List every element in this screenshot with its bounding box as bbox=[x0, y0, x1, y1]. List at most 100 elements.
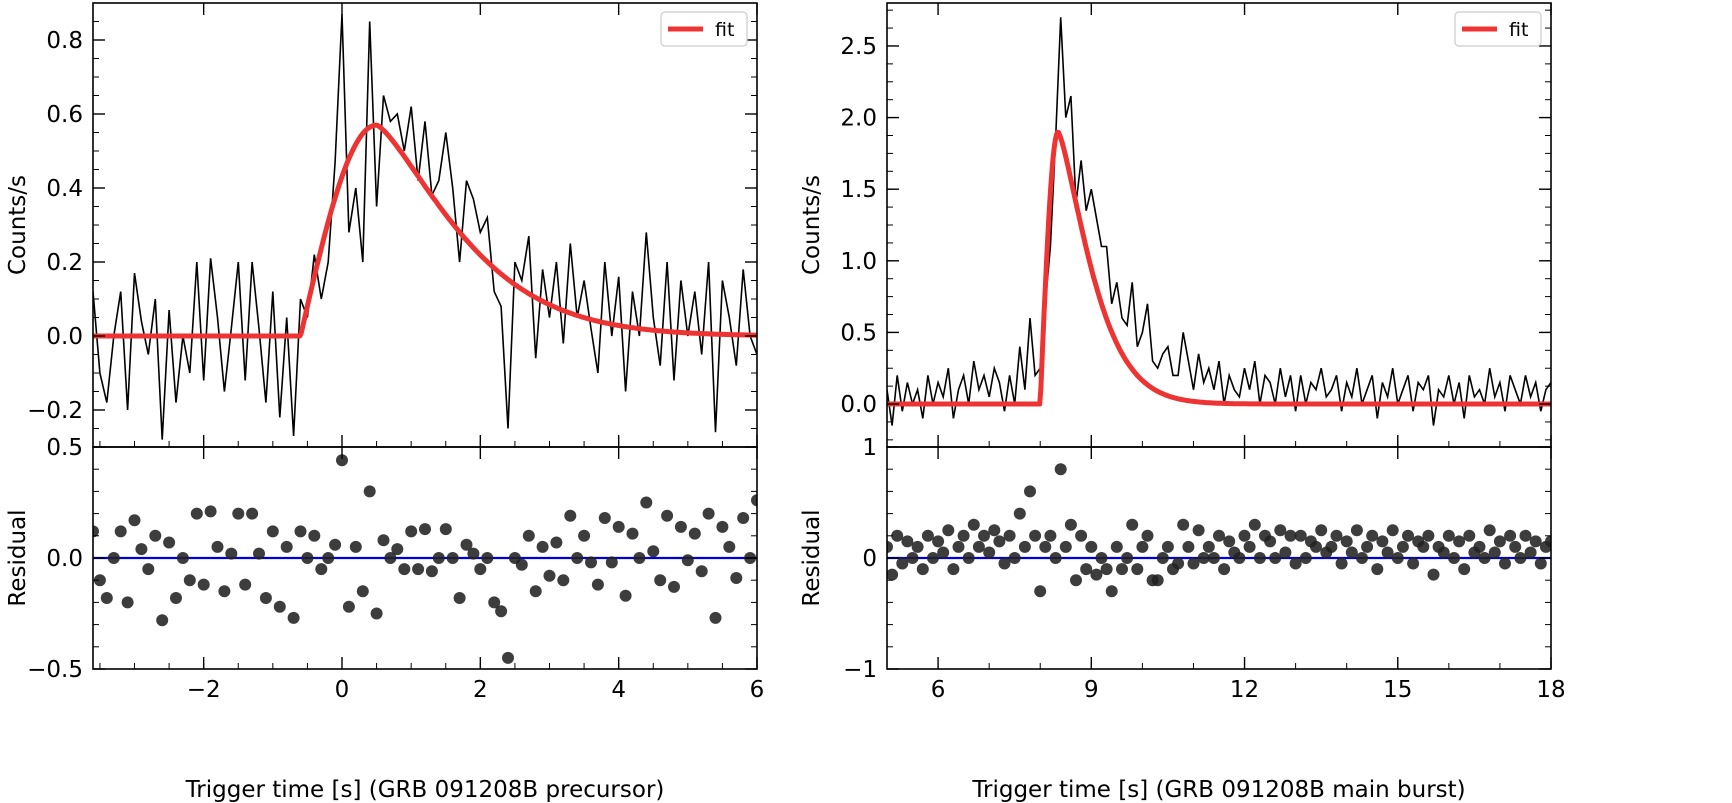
residual-point bbox=[1509, 540, 1522, 553]
residual-point bbox=[1371, 563, 1384, 576]
residual-point bbox=[481, 552, 494, 564]
residual-point bbox=[197, 578, 210, 591]
bottom-axes: −1 0 1 6 9 12 15 18 Residual Trigger time [s] (GR… bbox=[799, 435, 1566, 803]
residual-point bbox=[467, 547, 480, 560]
residual-point bbox=[681, 554, 694, 567]
residual-point bbox=[619, 589, 632, 602]
residual-point bbox=[391, 543, 404, 556]
residual-point bbox=[1126, 518, 1139, 531]
residual-point bbox=[114, 525, 127, 538]
legend-box bbox=[1454, 11, 1542, 47]
residual-point bbox=[253, 547, 265, 560]
residual-point bbox=[1483, 524, 1496, 537]
residual-point bbox=[419, 523, 431, 536]
residual-point bbox=[405, 525, 418, 538]
fit-curve bbox=[887, 129, 1551, 407]
residual-point bbox=[972, 540, 985, 553]
residual-point bbox=[1499, 557, 1511, 570]
residual-point bbox=[640, 496, 653, 509]
residual-point bbox=[474, 563, 487, 576]
residual-point bbox=[1274, 524, 1287, 537]
residual-point bbox=[695, 565, 708, 578]
residual-point bbox=[1391, 552, 1404, 564]
residual-point bbox=[550, 536, 563, 549]
residual-point bbox=[891, 529, 904, 542]
top-axes: −0.2 0.0 0.2 0.4 0.6 0.8 Counts/s fit bbox=[5, 2, 758, 448]
residual-point bbox=[1121, 552, 1134, 564]
residual-point bbox=[1202, 540, 1215, 553]
residual-point bbox=[1018, 540, 1031, 553]
residual-point bbox=[1376, 535, 1389, 548]
residual-point bbox=[1366, 529, 1379, 542]
residual-point bbox=[273, 600, 286, 613]
legend-box bbox=[660, 11, 748, 47]
legend-label: fit bbox=[715, 19, 734, 41]
residual-point bbox=[668, 580, 680, 593]
residual-point bbox=[121, 596, 134, 609]
legend: fit bbox=[660, 11, 748, 47]
residual-point bbox=[1059, 540, 1072, 553]
residual-point bbox=[342, 600, 355, 613]
residual-point bbox=[107, 552, 120, 564]
residual-point bbox=[942, 524, 955, 537]
residual-point bbox=[564, 509, 577, 522]
y-tick-label: 2.5 bbox=[840, 34, 877, 60]
residual-point bbox=[702, 507, 715, 520]
residual-point bbox=[957, 529, 970, 542]
residual-point bbox=[515, 558, 528, 571]
residual-point bbox=[1361, 540, 1374, 553]
residual-point bbox=[937, 546, 950, 559]
residual-point bbox=[737, 512, 750, 524]
residual-point bbox=[585, 556, 597, 569]
residual-point bbox=[1110, 540, 1123, 553]
y-axis-label: Residual bbox=[799, 509, 825, 606]
y-tick-label: −1 bbox=[843, 657, 877, 683]
residual-point bbox=[1100, 563, 1113, 576]
residual-point bbox=[921, 529, 934, 542]
top-frame bbox=[92, 2, 758, 448]
residual-point bbox=[1473, 540, 1486, 553]
residual-point bbox=[1029, 529, 1042, 542]
residual-point bbox=[901, 535, 914, 548]
residual-point bbox=[439, 523, 452, 536]
residual-point bbox=[1197, 552, 1210, 564]
residual-point bbox=[647, 545, 660, 558]
residual-point bbox=[1310, 540, 1322, 553]
residual-points bbox=[887, 463, 1551, 598]
residual-point bbox=[156, 614, 169, 627]
x-tick-label: 15 bbox=[1383, 677, 1412, 703]
residual-point bbox=[1024, 485, 1036, 498]
y-tick-label: 0.2 bbox=[46, 250, 83, 276]
bottom-axes: −0.5 0.0 0.5 −2 0 2 4 6 Residual Trigger time [s]… bbox=[5, 435, 764, 803]
residual-point bbox=[978, 529, 990, 542]
residual-point bbox=[1070, 574, 1082, 587]
residual-point bbox=[1223, 535, 1236, 548]
residual-point bbox=[128, 514, 141, 527]
residual-point bbox=[1284, 529, 1297, 542]
residual-point bbox=[932, 535, 945, 548]
residual-point bbox=[1315, 524, 1328, 537]
residual-point bbox=[280, 540, 293, 553]
residual-point bbox=[163, 536, 176, 549]
residual-point bbox=[349, 540, 362, 553]
residual-point bbox=[529, 585, 542, 598]
residual-point bbox=[1248, 518, 1261, 531]
residual-point bbox=[952, 540, 965, 553]
residual-point bbox=[1090, 568, 1103, 581]
residual-point bbox=[591, 578, 604, 591]
residual-point bbox=[578, 529, 591, 542]
residual-point bbox=[502, 651, 514, 664]
y-tick-label: 1.0 bbox=[840, 249, 877, 275]
data-line bbox=[887, 17, 1551, 426]
legend-label: fit bbox=[1509, 19, 1528, 41]
x-tick-label: 9 bbox=[1084, 677, 1099, 703]
residual-point bbox=[1488, 546, 1501, 559]
residual-point bbox=[1381, 546, 1394, 559]
residual-point bbox=[543, 569, 556, 582]
residual-point bbox=[460, 538, 473, 551]
residual-point bbox=[947, 563, 960, 576]
residual-point bbox=[315, 563, 328, 576]
residual-point bbox=[1478, 552, 1491, 564]
panel-main: 0.0 0.5 1.0 1.5 2.0 2.5 Counts/s fit −1 0 1 6 9 12 15 1… bbox=[799, 2, 1566, 803]
